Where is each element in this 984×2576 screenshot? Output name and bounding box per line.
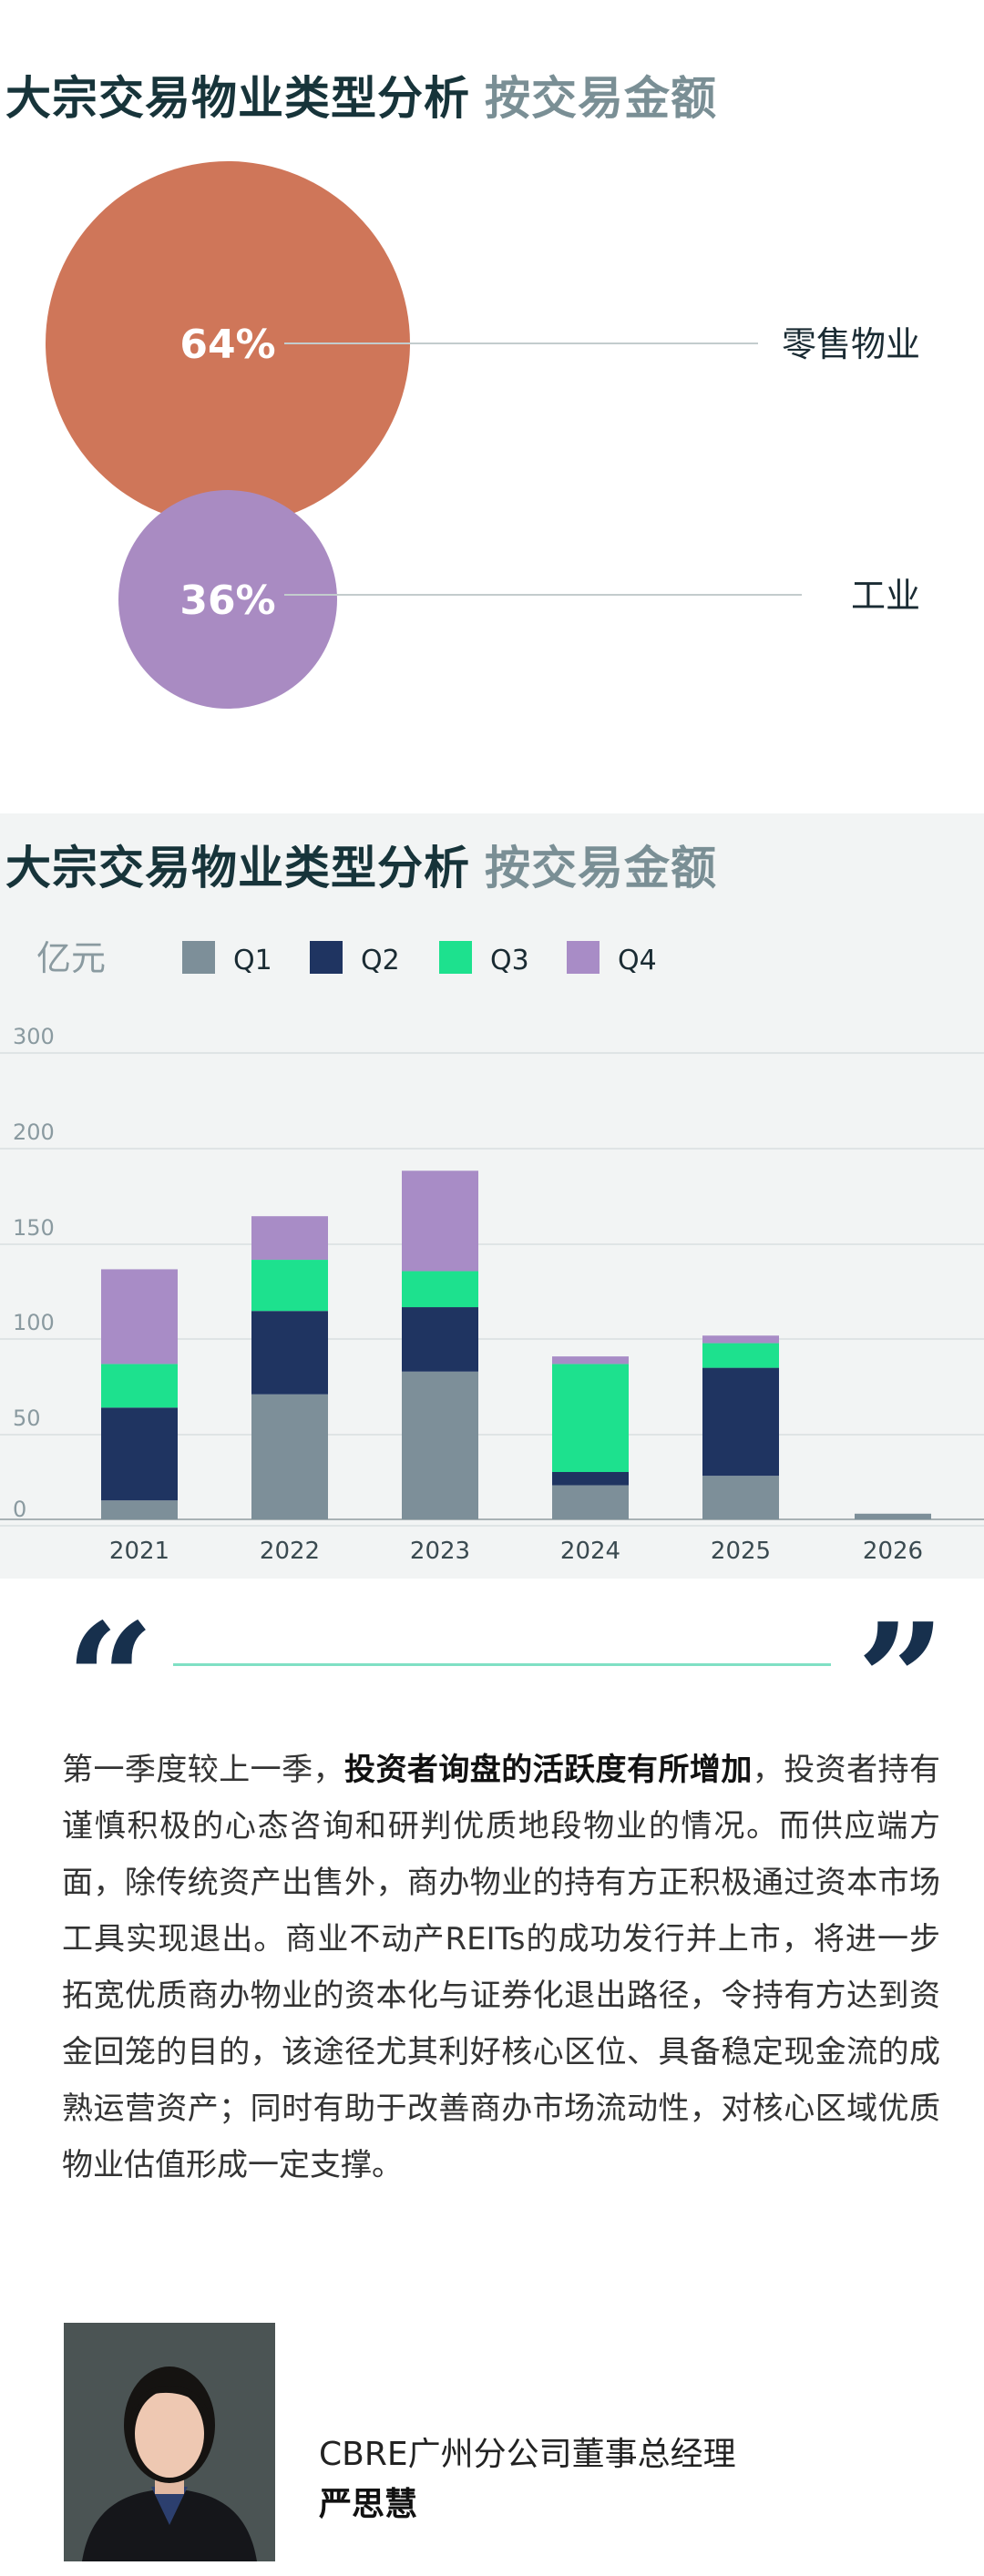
legend-swatch xyxy=(182,941,215,974)
y-tick-label: 300 xyxy=(13,1024,55,1049)
x-tick-label: 2022 xyxy=(260,1538,320,1565)
y-tick-label: 50 xyxy=(13,1406,41,1431)
y-tick-label: 100 xyxy=(13,1310,55,1335)
bar-segment xyxy=(552,1485,629,1519)
bar-segment xyxy=(101,1500,178,1519)
legend-label: Q3 xyxy=(490,945,529,976)
bar-section: 大宗交易物业类型分析 按交易金额 亿元 Q1 Q2 Q3 Q4 0 50 100 150 200 30… xyxy=(0,813,984,1579)
bar-segment xyxy=(101,1407,178,1501)
pie-category-label: 工业 xyxy=(851,576,920,616)
legend-label: Q2 xyxy=(361,945,400,976)
legend-swatch xyxy=(439,941,472,974)
pie-value-label: 64% xyxy=(179,322,275,368)
bar-segment xyxy=(552,1356,629,1365)
bar-chart: 亿元 Q1 Q2 Q3 Q4 0 50 100 150 200 300 2021 2022 2023 202… xyxy=(0,938,984,1565)
quote-text-highlight: 投资者询盘的活跃度有所增加 xyxy=(344,1752,753,1788)
quote-text-rest: ，投资者持有谨慎积极的心态咨询和研判优质地段物业的情况。而供应端方面，除传统资产… xyxy=(62,1752,941,2183)
bar-segment xyxy=(552,1364,629,1472)
bar-segment xyxy=(702,1335,779,1344)
x-tick-label: 2025 xyxy=(711,1538,771,1565)
y-tick-label: 0 xyxy=(13,1497,26,1522)
x-tick-label: 2023 xyxy=(410,1538,470,1565)
bar-segment xyxy=(702,1476,779,1519)
pie-slice xyxy=(46,161,410,526)
x-tick-label: 2024 xyxy=(560,1538,620,1565)
open-quote-icon: “ xyxy=(66,1590,155,1772)
y-tick-label: 200 xyxy=(13,1119,55,1145)
x-tick-label: 2026 xyxy=(863,1538,923,1565)
legend-label: Q4 xyxy=(618,945,657,976)
quote-divider xyxy=(173,1663,831,1666)
pie-title-sub: 按交易金额 xyxy=(485,72,717,125)
pie-slice xyxy=(118,490,337,709)
y-unit-label: 亿元 xyxy=(36,938,106,978)
bar-title-sub: 按交易金额 xyxy=(485,842,717,894)
bar-segment xyxy=(552,1472,629,1486)
y-tick-label: 150 xyxy=(13,1215,55,1241)
x-tick-label: 2021 xyxy=(109,1538,169,1565)
bar-segment xyxy=(402,1170,478,1272)
pie-chart: 64% 零售物业 36% 工业 xyxy=(46,161,920,709)
bar-segment xyxy=(402,1307,478,1372)
quote-section: “ ” 第一季度较上一季，投资者询盘的活跃度有所增加，投资者持有谨慎积极的心态咨… xyxy=(0,1603,984,2576)
bar-title-main: 大宗交易物业类型分析 xyxy=(5,842,470,894)
bar-segment xyxy=(251,1394,328,1519)
pie-title: 大宗交易物业类型分析 按交易金额 xyxy=(5,62,717,128)
close-quote-icon: ” xyxy=(856,1590,946,1772)
bar-segment xyxy=(251,1311,328,1395)
quote-paragraph: 第一季度较上一季，投资者询盘的活跃度有所增加，投资者持有谨慎积极的心态咨询和研判… xyxy=(62,1742,940,2193)
bar-segment xyxy=(251,1216,328,1261)
pie-section: 大宗交易物业类型分析 按交易金额 64% 零售物业 36% 工业 xyxy=(0,0,984,802)
bar-segment xyxy=(402,1371,478,1519)
legend-swatch xyxy=(310,941,343,974)
bar-segment xyxy=(855,1513,931,1519)
bar-segment xyxy=(251,1260,328,1312)
legend-swatch xyxy=(567,941,600,974)
bar-title: 大宗交易物业类型分析 按交易金额 xyxy=(5,832,717,897)
speaker-name: 严思慧 xyxy=(319,2486,418,2523)
legend-label: Q1 xyxy=(233,945,272,976)
bar-segment xyxy=(101,1269,178,1365)
bar-segment xyxy=(702,1343,779,1368)
speaker-photo xyxy=(64,2323,275,2561)
bar-segment xyxy=(702,1367,779,1477)
quote-text-start: 第一季度较上一季， xyxy=(62,1752,344,1788)
pie-value-label: 36% xyxy=(179,578,275,624)
bar-segment xyxy=(402,1271,478,1308)
speaker-role: CBRE广州分公司董事总经理 xyxy=(319,2436,736,2473)
pie-category-label: 零售物业 xyxy=(782,324,920,364)
bar-segment xyxy=(101,1364,178,1408)
pie-title-main: 大宗交易物业类型分析 xyxy=(5,72,470,125)
